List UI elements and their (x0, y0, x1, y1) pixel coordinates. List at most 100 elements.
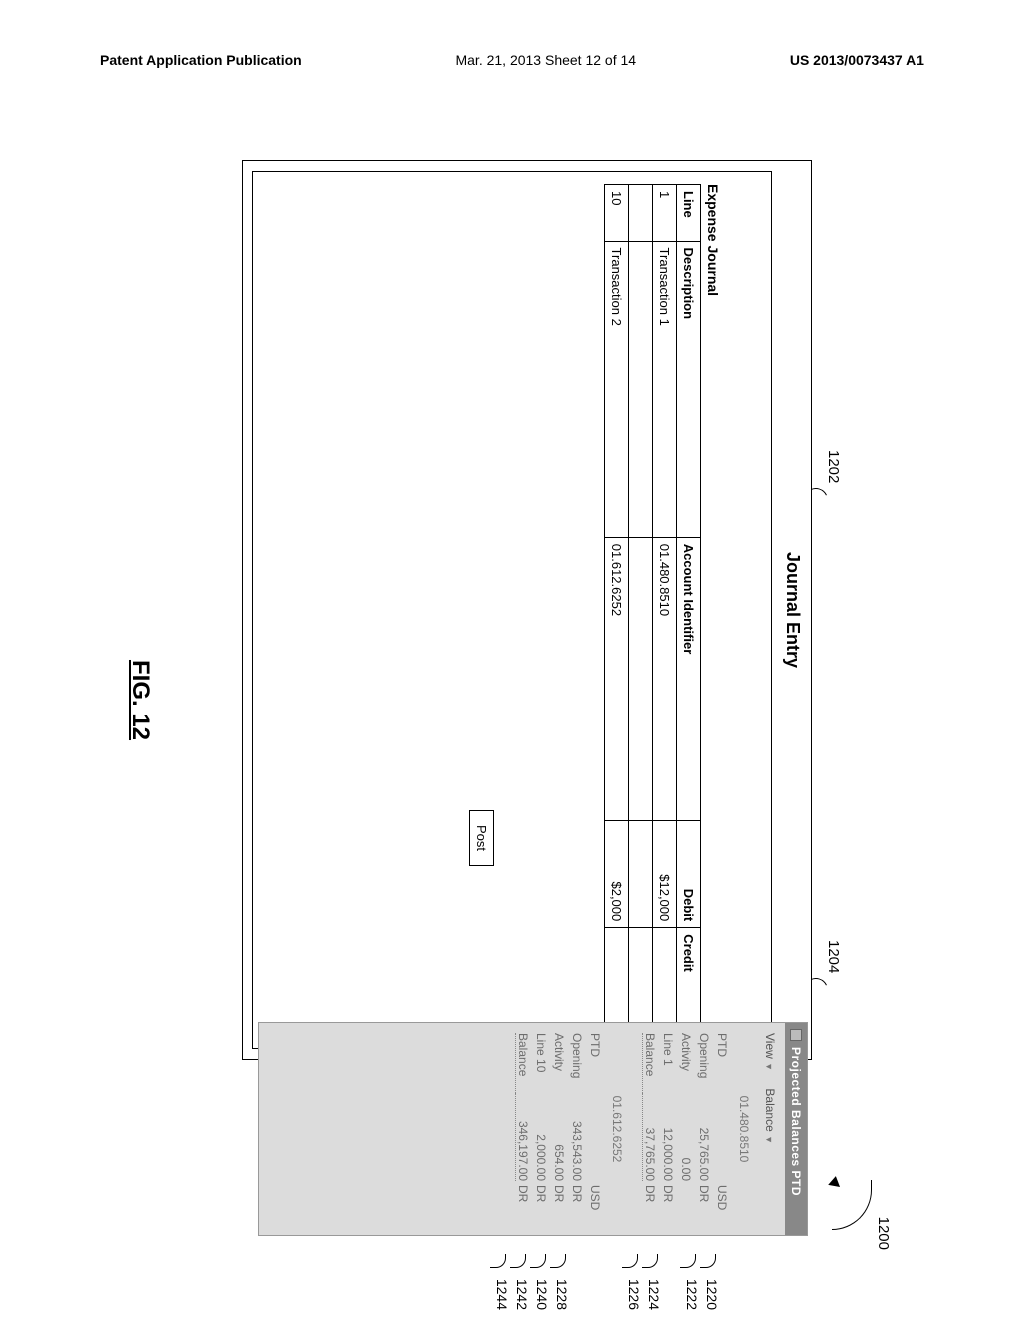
bal-label: Activity (679, 1033, 693, 1093)
cell-line[interactable] (629, 185, 653, 242)
ref-1224: 1224 (646, 1279, 662, 1310)
cell-account[interactable] (629, 537, 653, 820)
header-left: Patent Application Publication (100, 52, 302, 68)
bal-currency: USD (715, 1181, 729, 1211)
view-dropdown[interactable]: View ▼ (763, 1033, 777, 1071)
bal-value: 343,543.00 (570, 1093, 584, 1181)
ref-1240: 1240 (534, 1279, 550, 1310)
bal-currency: DR (515, 1181, 530, 1211)
col-description: Description (677, 241, 701, 537)
cell-account[interactable]: 01.480.8510 (653, 537, 677, 820)
bal-label: Activity (552, 1033, 566, 1093)
ref-1204: 1204 (825, 940, 842, 973)
panel-title: Projected Balances PTD (789, 1047, 803, 1196)
brace-1244 (490, 1254, 506, 1268)
collapse-icon[interactable] (790, 1029, 802, 1041)
post-button[interactable]: Post (469, 810, 494, 866)
cell-line[interactable]: 1 (653, 185, 677, 242)
projected-balances-panel: Projected Balances PTD View ▼ Balance ▼ … (258, 1022, 808, 1236)
balance-dropdown[interactable]: Balance ▼ (763, 1088, 777, 1144)
col-debit: Debit (677, 820, 701, 928)
table-row[interactable]: 10 Transaction 2 01.612.6252 $2,000 (605, 185, 629, 1036)
cell-credit[interactable] (629, 928, 653, 1036)
journal-entry-window: Journal Entry Expense Journal Line Descr… (242, 160, 812, 1060)
page-header: Patent Application Publication Mar. 21, … (0, 0, 1024, 76)
chevron-down-icon: ▼ (764, 1062, 774, 1071)
bal-value: 25,765.00 (697, 1093, 711, 1181)
cell-credit[interactable] (605, 928, 629, 1036)
bal-label: Line 1 (661, 1033, 675, 1093)
cell-debit[interactable]: $12,000 (653, 820, 677, 928)
bal-value: 654.00 (552, 1093, 566, 1181)
journal-table: Line Description Account Identifier Debi… (604, 184, 701, 1036)
bal-currency (679, 1181, 693, 1211)
brace-1224 (642, 1254, 658, 1268)
bal-label: Opening (570, 1033, 584, 1093)
brace-1240 (530, 1254, 546, 1268)
cell-credit[interactable] (653, 928, 677, 1036)
brace-1226 (622, 1254, 638, 1268)
bal-label: PTD (715, 1033, 729, 1093)
cell-description[interactable] (629, 241, 653, 537)
brace-1222 (680, 1254, 696, 1268)
balance-separator (624, 1033, 642, 1225)
table-row[interactable] (629, 185, 653, 1036)
ref-1222: 1222 (684, 1279, 700, 1310)
bal-value: 346,197.00 (515, 1093, 530, 1181)
bal-label: Balance (515, 1033, 530, 1093)
ref-1200: 1200 (875, 1217, 892, 1250)
col-account: Account Identifier (677, 537, 701, 820)
ref-1228: 1228 (554, 1279, 570, 1310)
panel-header: Projected Balances PTD (785, 1023, 807, 1235)
brace-1228 (550, 1254, 566, 1268)
bal-value: 0.00 (679, 1093, 693, 1181)
cell-line[interactable]: 10 (605, 185, 629, 242)
figure-canvas: 1200 1202 1204 1206 1208 Journal Entry E… (122, 150, 902, 1250)
cell-description[interactable]: Transaction 1 (653, 241, 677, 537)
ref-1226: 1226 (626, 1279, 642, 1310)
cell-description[interactable]: Transaction 2 (605, 241, 629, 537)
bal-value (715, 1093, 729, 1181)
bal-currency: DR (570, 1181, 584, 1211)
bal-value: 2,000.00 (534, 1093, 548, 1181)
bal-currency: DR (552, 1181, 566, 1211)
header-right: US 2013/0073437 A1 (790, 52, 924, 68)
brace-1242 (510, 1254, 526, 1268)
brace-1220 (700, 1254, 716, 1268)
ref-1244: 1244 (494, 1279, 510, 1310)
header-center: Mar. 21, 2013 Sheet 12 of 14 (455, 52, 636, 68)
bal-label: Balance (642, 1033, 657, 1093)
bal-currency: DR (534, 1181, 548, 1211)
journal-name: Expense Journal (705, 184, 721, 1036)
bal-value: 37,765.00 (642, 1093, 657, 1181)
balance-grid-2: PTDUSD Opening343,543.00DR Activity654.0… (515, 1033, 602, 1225)
account-header-2: 01.612.6252 (610, 1033, 624, 1225)
figure-label: FIG. 12 (126, 660, 154, 740)
col-credit: Credit (677, 928, 701, 1036)
bal-label: PTD (588, 1033, 602, 1093)
panel-body: View ▼ Balance ▼ 01.480.8510 PTD USD Open… (507, 1023, 785, 1235)
ref-1242: 1242 (514, 1279, 530, 1310)
ref-1220: 1220 (704, 1279, 720, 1310)
bal-currency: DR (661, 1181, 675, 1211)
bal-label: Opening (697, 1033, 711, 1093)
window-title: Journal Entry (778, 161, 811, 1059)
patent-page: Patent Application Publication Mar. 21, … (0, 0, 1024, 1320)
bal-value (588, 1093, 602, 1181)
cell-debit[interactable]: $2,000 (605, 820, 629, 928)
panel-dropdowns: View ▼ Balance ▼ (763, 1033, 777, 1225)
table-row[interactable]: 1 Transaction 1 01.480.8510 $12,000 (653, 185, 677, 1036)
table-header-row: Line Description Account Identifier Debi… (677, 185, 701, 1036)
bal-currency: DR (642, 1181, 657, 1211)
account-header-1: 01.480.8510 (737, 1033, 751, 1225)
window-inner: Expense Journal Line Description Account… (252, 171, 772, 1049)
cell-debit[interactable] (629, 820, 653, 928)
bal-currency: USD (588, 1181, 602, 1211)
ref-1200-arrowhead (828, 1175, 842, 1187)
bal-label: Line 10 (534, 1033, 548, 1093)
ref-1202: 1202 (825, 450, 842, 483)
chevron-down-icon: ▼ (764, 1135, 774, 1144)
bal-currency: DR (697, 1181, 711, 1211)
balance-grid-1: PTDUSD Opening25,765.00DR Activity0.00 L… (642, 1033, 729, 1225)
cell-account[interactable]: 01.612.6252 (605, 537, 629, 820)
